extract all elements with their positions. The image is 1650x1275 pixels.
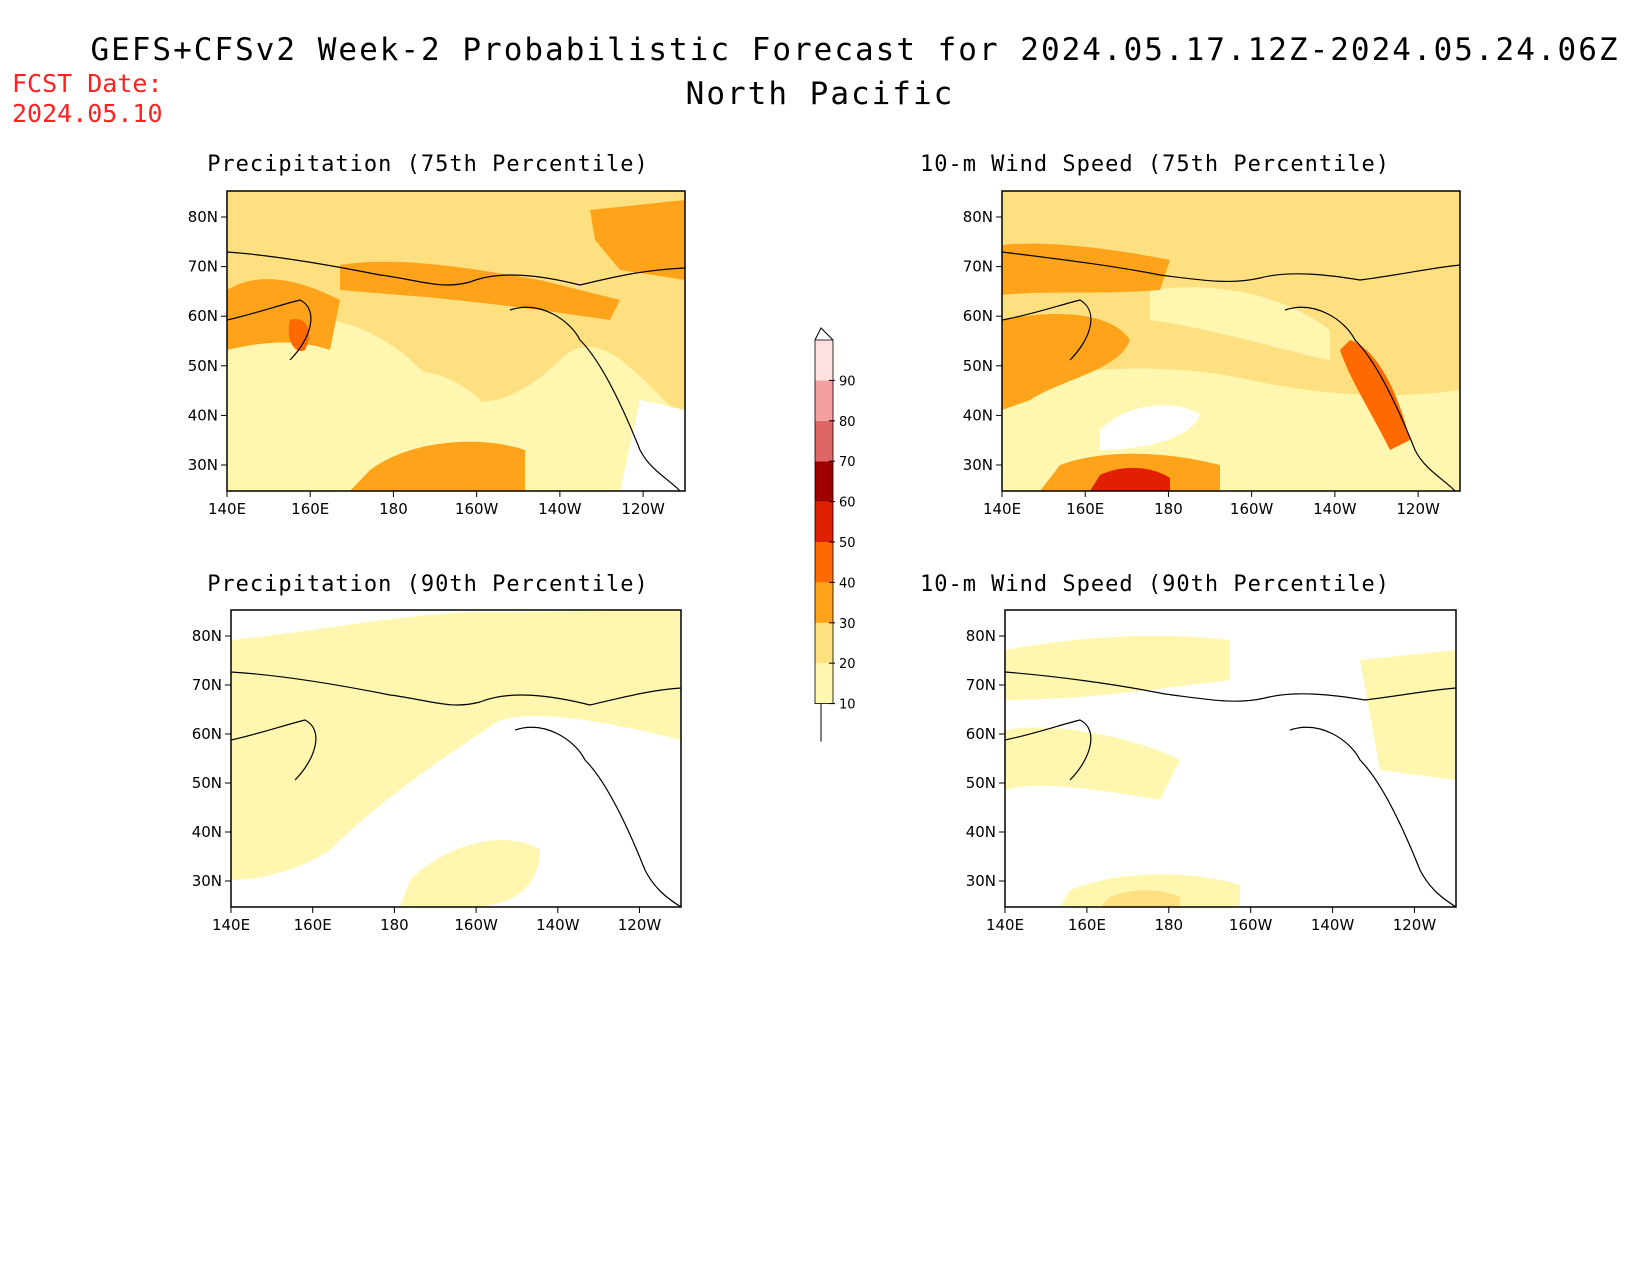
lon-label: 140E bbox=[212, 916, 250, 934]
lat-label: 30N bbox=[188, 456, 218, 474]
colorbar-swatch bbox=[815, 582, 833, 623]
map-precip-90 bbox=[231, 610, 681, 907]
lon-label: 120W bbox=[1396, 500, 1440, 518]
lat-label: 50N bbox=[188, 357, 218, 375]
lat-label: 30N bbox=[966, 872, 996, 890]
panel-title-precip-90: Precipitation (90th Percentile) bbox=[207, 572, 649, 597]
lon-label: 140W bbox=[538, 500, 582, 518]
lat-label: 40N bbox=[966, 823, 996, 841]
colorbar: 10 20 30 40 50 60 70 80 90 bbox=[814, 327, 856, 742]
panel-title-wind-90: 10-m Wind Speed (90th Percentile) bbox=[919, 572, 1391, 597]
lon-label: 120W bbox=[1393, 916, 1437, 934]
lat-label: 50N bbox=[966, 774, 996, 792]
lon-label: 180 bbox=[380, 916, 409, 934]
panel-title-wind-75: 10-m Wind Speed (75th Percentile) bbox=[919, 152, 1391, 177]
colorbar-swatch bbox=[815, 663, 833, 704]
lon-label: 140W bbox=[1313, 500, 1357, 518]
lon-label: 160W bbox=[1230, 500, 1274, 518]
axis-labels: 80N 70N 60N 50N 40N 30N 140E 160E 180 160W 140W 120… bbox=[188, 208, 1440, 934]
colorbar-swatch bbox=[815, 622, 833, 664]
lon-label: 140E bbox=[983, 500, 1021, 518]
lat-label: 50N bbox=[963, 357, 993, 375]
lat-label: 80N bbox=[966, 627, 996, 645]
lon-label: 160W bbox=[455, 500, 499, 518]
main-title: GEFS+CFSv2 Week-2 Probabilistic Forecast… bbox=[90, 32, 1620, 68]
lat-label: 60N bbox=[188, 307, 218, 325]
lon-label: 160W bbox=[1229, 916, 1273, 934]
lat-label: 80N bbox=[188, 208, 218, 226]
lon-label: 120W bbox=[621, 500, 665, 518]
fcst-date-value: 2024.05.10 bbox=[12, 99, 163, 128]
lat-label: 70N bbox=[966, 676, 996, 694]
panel-title-precip-75: Precipitation (75th Percentile) bbox=[207, 152, 649, 177]
lon-label: 140W bbox=[536, 916, 580, 934]
lat-label: 80N bbox=[192, 627, 222, 645]
colorbar-swatch bbox=[815, 501, 833, 542]
lat-label: 60N bbox=[966, 725, 996, 743]
colorbar-swatch bbox=[815, 542, 833, 583]
colorbar-label: 20 bbox=[839, 657, 856, 672]
colorbar-swatch bbox=[815, 461, 833, 502]
colorbar-label: 90 bbox=[839, 374, 856, 389]
lon-label: 140E bbox=[208, 500, 246, 518]
lat-label: 60N bbox=[963, 307, 993, 325]
lat-label: 30N bbox=[963, 456, 993, 474]
lon-label: 160E bbox=[294, 916, 332, 934]
colorbar-top-arrow bbox=[814, 327, 834, 341]
lon-label: 160E bbox=[1068, 916, 1106, 934]
colorbar-label: 50 bbox=[839, 536, 856, 551]
lat-label: 40N bbox=[963, 406, 993, 424]
lon-label: 160E bbox=[291, 500, 329, 518]
lat-label: 30N bbox=[192, 872, 222, 890]
region-subtitle: North Pacific bbox=[685, 76, 955, 112]
lat-label: 70N bbox=[192, 676, 222, 694]
lat-label: 70N bbox=[188, 258, 218, 276]
coastlines bbox=[226, 251, 1461, 908]
lon-label: 160W bbox=[454, 916, 498, 934]
colorbar-label: 70 bbox=[839, 455, 856, 470]
lat-label: 50N bbox=[192, 774, 222, 792]
map-wind-75 bbox=[1002, 191, 1460, 491]
colorbar-label: 80 bbox=[839, 415, 856, 430]
lon-label: 140W bbox=[1311, 916, 1355, 934]
lat-label: 60N bbox=[192, 725, 222, 743]
lon-label: 160E bbox=[1066, 500, 1104, 518]
colorbar-swatch bbox=[815, 420, 833, 462]
map-wind-90 bbox=[1005, 610, 1456, 907]
colorbar-label: 40 bbox=[839, 576, 856, 591]
lat-label: 80N bbox=[963, 208, 993, 226]
colorbar-frame bbox=[814, 339, 834, 705]
colorbar-swatch bbox=[815, 380, 833, 421]
lat-label: 40N bbox=[188, 406, 218, 424]
lon-label: 120W bbox=[618, 916, 662, 934]
map-precip-75 bbox=[227, 191, 685, 491]
colorbar-label: 60 bbox=[839, 496, 856, 511]
colorbar-swatch bbox=[815, 340, 833, 381]
lat-label: 70N bbox=[963, 258, 993, 276]
lon-label: 180 bbox=[1154, 916, 1183, 934]
lon-label: 180 bbox=[379, 500, 408, 518]
lat-label: 40N bbox=[192, 823, 222, 841]
lon-label: 180 bbox=[1154, 500, 1183, 518]
colorbar-label: 10 bbox=[839, 698, 856, 713]
fcst-date-label: FCST Date: bbox=[12, 69, 163, 98]
lon-label: 140E bbox=[986, 916, 1024, 934]
colorbar-label: 30 bbox=[839, 617, 856, 632]
